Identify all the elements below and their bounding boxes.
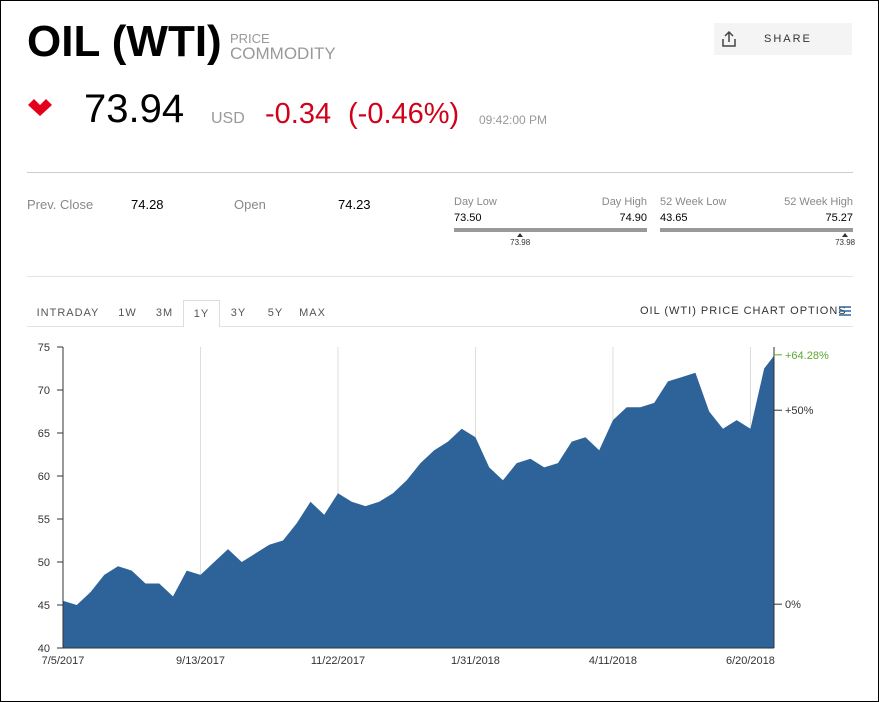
range-high-label: 52 Week High (784, 196, 853, 208)
chart: 7/5/2017 9/13/2017 11/22/2017 1/31/2018 4/11… (38, 342, 829, 667)
stat-value: 74.23 (338, 197, 371, 212)
divider (27, 172, 853, 173)
y-tick-label: 60 (38, 471, 50, 483)
x-tick-label: 11/22/2017 (311, 655, 365, 667)
divider (27, 276, 853, 277)
y-tick-label: 50 (38, 557, 50, 569)
y2-tick-label: 0% (785, 599, 801, 611)
range-current: 73.98 (835, 238, 856, 247)
change: -0.34 (265, 98, 332, 130)
y-tick-label: 45 (38, 600, 50, 612)
title: OIL (WTI) (27, 17, 222, 66)
range-low-label: Day Low (454, 196, 497, 208)
share-button[interactable]: SHARE (714, 23, 852, 55)
y-tick-label: 40 (38, 643, 50, 655)
range-high: 74.90 (619, 212, 647, 224)
change-pct: (-0.46%) (348, 98, 460, 130)
range-current: 73.98 (510, 238, 531, 247)
range-low: 43.65 (660, 212, 688, 224)
range-high-label: Day High (601, 196, 647, 208)
stat-label: Prev. Close (27, 197, 94, 212)
x-tick-label: 6/20/2018 (726, 655, 775, 667)
quote-time: 09:42:00 PM (479, 113, 548, 127)
y-tick-label: 70 (38, 385, 50, 397)
y-tick-label: 55 (38, 514, 50, 526)
y-tick-label: 75 (38, 342, 50, 354)
share-icon (722, 30, 736, 47)
x-tick-label: 9/13/2017 (176, 655, 225, 667)
menu-icon[interactable] (838, 305, 852, 317)
tab[interactable]: INTRADAY (27, 300, 109, 326)
chart-options[interactable]: OIL (WTI) PRICE CHART OPTIONS (640, 305, 847, 317)
x-tick-label: 4/11/2018 (589, 655, 637, 667)
y2-tick-label: +50% (785, 405, 814, 417)
range-low-label: 52 Week Low (660, 196, 727, 208)
y-tick-label: 65 (38, 428, 50, 440)
price: 73.94 (84, 87, 185, 131)
x-tick-label: 1/31/2018 (451, 655, 500, 667)
tab[interactable]: 1Y (183, 300, 220, 327)
range-marker (842, 233, 849, 237)
stat-label: Open (234, 197, 266, 212)
kind-bottom: COMMODITY (230, 44, 336, 63)
kind-top: PRICE (230, 31, 270, 46)
range-high: 75.27 (825, 212, 853, 224)
down-icon (28, 99, 52, 116)
area (63, 355, 774, 648)
x-tick-label: 7/5/2017 (42, 655, 85, 667)
range-marker (517, 233, 524, 237)
y2-tick-label: +64.28% (785, 350, 829, 362)
tab[interactable]: MAX (294, 300, 331, 326)
tab[interactable]: 1W (109, 300, 146, 326)
tab[interactable]: 3Y (220, 300, 257, 326)
range-low: 73.50 (454, 212, 482, 224)
currency: USD (211, 110, 245, 127)
range-bar (660, 228, 853, 232)
tab[interactable]: 5Y (257, 300, 294, 326)
share-label: SHARE (764, 33, 812, 45)
tabs-rule (27, 326, 853, 327)
range-bar (454, 228, 647, 232)
stat-value: 74.28 (131, 197, 164, 212)
tab[interactable]: 3M (146, 300, 183, 326)
